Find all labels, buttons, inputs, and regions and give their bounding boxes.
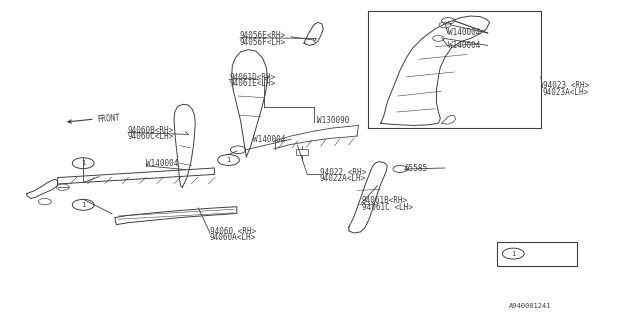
Text: 94060A<LH>: 94060A<LH> <box>210 233 256 242</box>
Text: 94023 <RH>: 94023 <RH> <box>543 81 589 90</box>
Text: 94060C<LH>: 94060C<LH> <box>128 132 174 141</box>
Text: 94022 <RH>: 94022 <RH> <box>320 168 366 177</box>
Text: FRONT: FRONT <box>97 114 120 124</box>
Text: 94023A<LH>: 94023A<LH> <box>543 88 589 97</box>
Text: W140004: W140004 <box>253 135 285 144</box>
Text: 1: 1 <box>81 160 86 166</box>
Text: 94056F<LH>: 94056F<LH> <box>240 38 286 47</box>
Bar <box>296 149 308 155</box>
Text: 1: 1 <box>226 157 231 163</box>
Text: 94061D<RH>: 94061D<RH> <box>229 73 275 82</box>
Text: 94022A<LH>: 94022A<LH> <box>320 174 366 183</box>
Text: 99045: 99045 <box>532 249 556 258</box>
Text: 94060 <RH>: 94060 <RH> <box>210 227 256 236</box>
Text: W130090: W130090 <box>317 116 349 124</box>
Text: 94056E<RH>: 94056E<RH> <box>240 31 286 40</box>
Text: 65585: 65585 <box>404 164 428 173</box>
Text: 94061E<LH>: 94061E<LH> <box>229 79 275 88</box>
Text: 94061C <LH>: 94061C <LH> <box>362 203 412 212</box>
Bar <box>497 242 577 266</box>
Text: W140004: W140004 <box>448 41 481 50</box>
Text: 1: 1 <box>81 202 86 208</box>
Text: 94061B<RH>: 94061B<RH> <box>362 196 408 205</box>
Text: A940001241: A940001241 <box>509 303 551 308</box>
Text: W140004: W140004 <box>448 28 481 37</box>
Text: W140004: W140004 <box>146 159 179 168</box>
Text: 1: 1 <box>511 251 516 257</box>
Text: 94060B<RH>: 94060B<RH> <box>128 126 174 135</box>
